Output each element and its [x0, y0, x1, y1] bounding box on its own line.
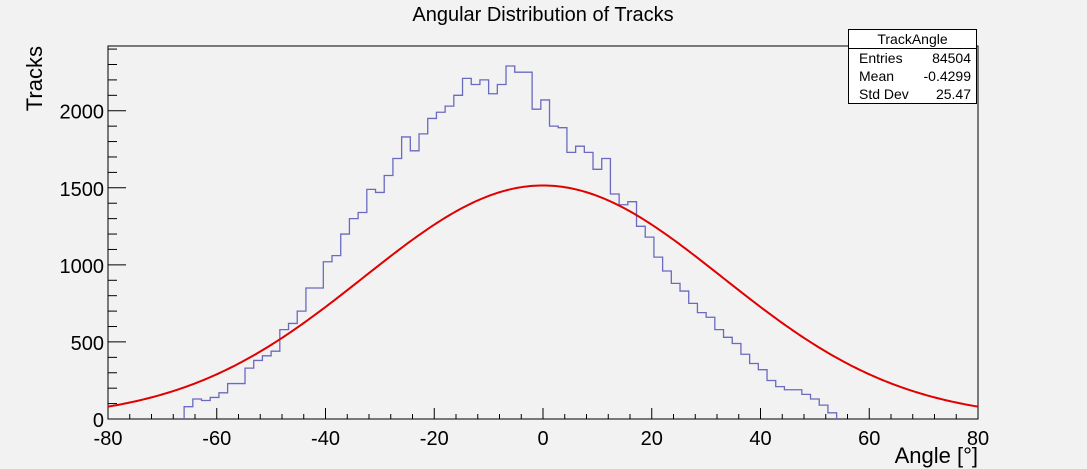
y-tick-label: 1000	[60, 256, 105, 278]
x-tick-label: 60	[858, 428, 880, 450]
stats-title: TrackAngle	[849, 30, 976, 49]
stats-row-stddev: Std Dev 25.47	[849, 85, 976, 103]
y-ticks: 0 500 1000 1500 2000	[60, 48, 126, 432]
y-axis-label: Tracks	[22, 46, 47, 111]
y-tick-label: 500	[71, 333, 104, 355]
x-tick-label: -60	[202, 428, 231, 450]
x-ticks: -80 -60 -40 -20 0 20 40 60 80	[94, 408, 989, 450]
histogram-outline	[183, 65, 838, 419]
y-tick-label: 2000	[60, 102, 105, 124]
x-tick-label: -20	[420, 428, 449, 450]
stats-label: Entries	[859, 50, 903, 66]
y-tick-label: 0	[93, 410, 104, 432]
x-axis-label: Angle [°]	[895, 443, 978, 468]
stats-value: -0.4299	[923, 68, 971, 84]
x-tick-label: 0	[537, 428, 548, 450]
x-tick-label: -40	[311, 428, 340, 450]
stats-label: Mean	[859, 68, 895, 84]
chart-title: Angular Distribution of Tracks	[412, 4, 673, 26]
x-tick-label: 20	[641, 428, 663, 450]
fit-curve	[107, 184, 979, 408]
stats-value: 84504	[932, 50, 971, 66]
y-tick-label: 1500	[60, 179, 105, 201]
stats-row-entries: Entries 84504	[849, 49, 976, 67]
stats-box: TrackAngle Entries 84504 Mean -0.4299 St…	[848, 29, 977, 104]
stats-value: 25.47	[935, 86, 971, 102]
x-tick-label: 40	[749, 428, 771, 450]
stats-label: Std Dev	[859, 86, 909, 102]
x-tick-label: -80	[94, 428, 123, 450]
x-tick-label: 80	[967, 428, 989, 450]
stats-row-mean: Mean -0.4299	[849, 67, 976, 85]
